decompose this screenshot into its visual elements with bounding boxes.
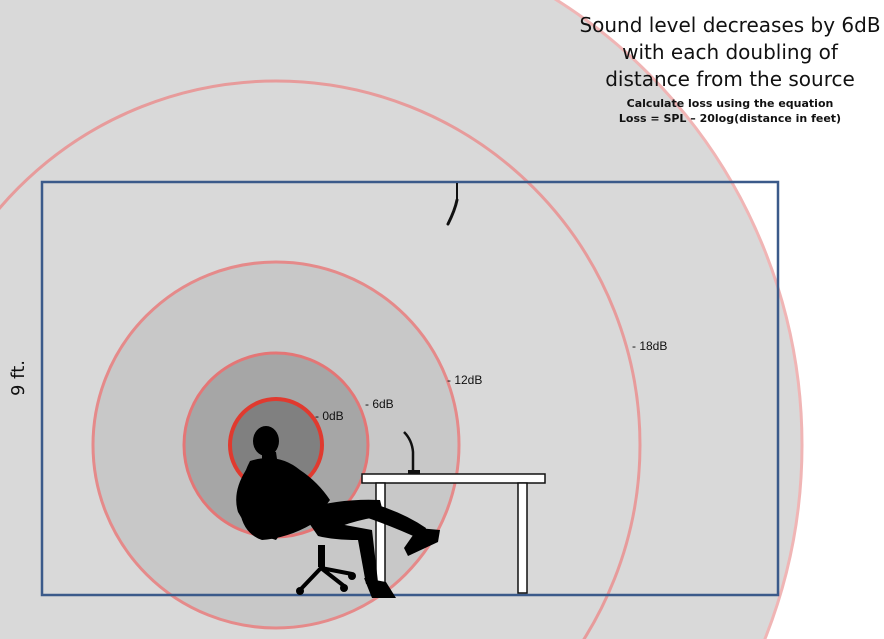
heading-line-3: distance from the source — [605, 67, 855, 91]
seated-person-icon — [236, 426, 440, 598]
office-chair-icon — [296, 545, 356, 595]
equation-formula: Loss = SPL – 20log(distance in feet) — [618, 112, 842, 125]
label-18db: - 18dB — [632, 339, 667, 353]
diagram-heading: Sound level decreases by 6dB with each d… — [560, 12, 884, 126]
room-height-label: 9 ft. — [8, 360, 29, 396]
ceiling-microphone-icon — [446, 183, 459, 226]
label-6db: - 6dB — [365, 397, 394, 411]
heading-line-2: with each doubling of — [622, 40, 838, 64]
label-0db: - 0dB — [315, 409, 344, 423]
heading-line-1: Sound level decreases by 6dB — [579, 13, 881, 37]
room-outline — [40, 180, 780, 597]
equation-intro: Calculate loss using the equation — [626, 97, 834, 110]
desk-microphone-icon — [403, 431, 420, 474]
label-12db: - 12dB — [447, 373, 482, 387]
